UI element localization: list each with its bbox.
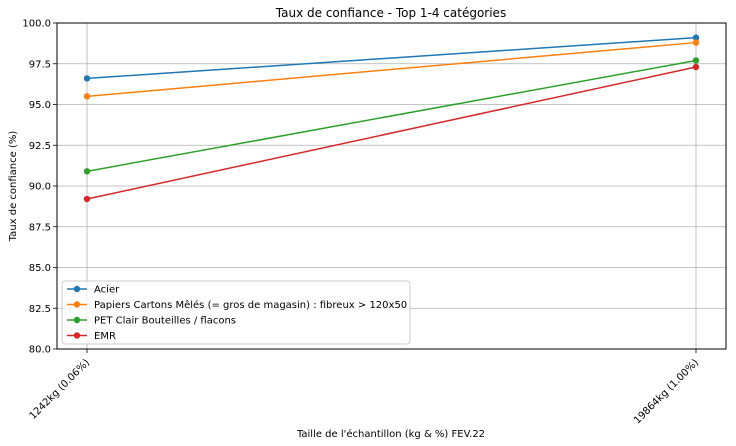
data-point [692, 39, 700, 46]
x-axis: 1242kg (0.06%) 19864kg (1.00%) [28, 349, 701, 426]
series-group [83, 34, 700, 203]
y-tick-label: 92.5 [29, 141, 51, 152]
data-point [692, 34, 700, 41]
legend-label: PET Clair Bouteilles / flacons [94, 316, 236, 327]
y-tick-label: 80.0 [29, 345, 51, 356]
series-line [86, 59, 697, 173]
legend-frame [61, 280, 411, 345]
data-point [83, 168, 91, 175]
y-tick-label: 95.0 [29, 100, 51, 111]
x-tick-label: 19864kg (1.00%) [632, 357, 701, 426]
data-point [692, 63, 700, 71]
legend: Acier Papiers Cartons Mêlés (= gros de ma… [61, 280, 411, 345]
legend-label: Papiers Cartons Mêlés (= gros de magasin… [94, 299, 407, 311]
data-point [83, 75, 91, 82]
legend-swatch-marker [73, 301, 81, 308]
chart-title: Taux de confiance - Top 1-4 catégories [275, 6, 506, 20]
data-point [83, 195, 91, 203]
y-tick-label: 87.5 [29, 222, 51, 233]
y-tick-label: 90.0 [29, 182, 51, 193]
legend-label: EMR [94, 331, 116, 342]
y-tick-label: 100.0 [22, 19, 51, 30]
series-line [86, 66, 697, 200]
data-point [83, 93, 91, 100]
legend-swatch-marker [73, 332, 81, 339]
series-line [86, 36, 697, 80]
y-axis-title: Taux de confiance (%) [8, 131, 19, 243]
y-tick-label: 82.5 [29, 304, 51, 315]
x-axis-title: Taille de l'échantillon (kg & %) FEV.22 [296, 428, 485, 440]
x-tick-label: 1242kg (0.06%) [28, 357, 93, 422]
y-axis: 80.0 82.5 85.0 87.5 90.0 92.5 95.0 97.5 100.0 [22, 19, 57, 356]
y-tick-label: 85.0 [29, 263, 51, 274]
y-tick-label: 97.5 [29, 59, 51, 70]
legend-swatch-marker [73, 316, 81, 324]
series-line [86, 41, 697, 98]
legend-swatch-marker [73, 285, 81, 293]
legend-label: Acier [94, 285, 120, 296]
data-point [692, 57, 700, 64]
